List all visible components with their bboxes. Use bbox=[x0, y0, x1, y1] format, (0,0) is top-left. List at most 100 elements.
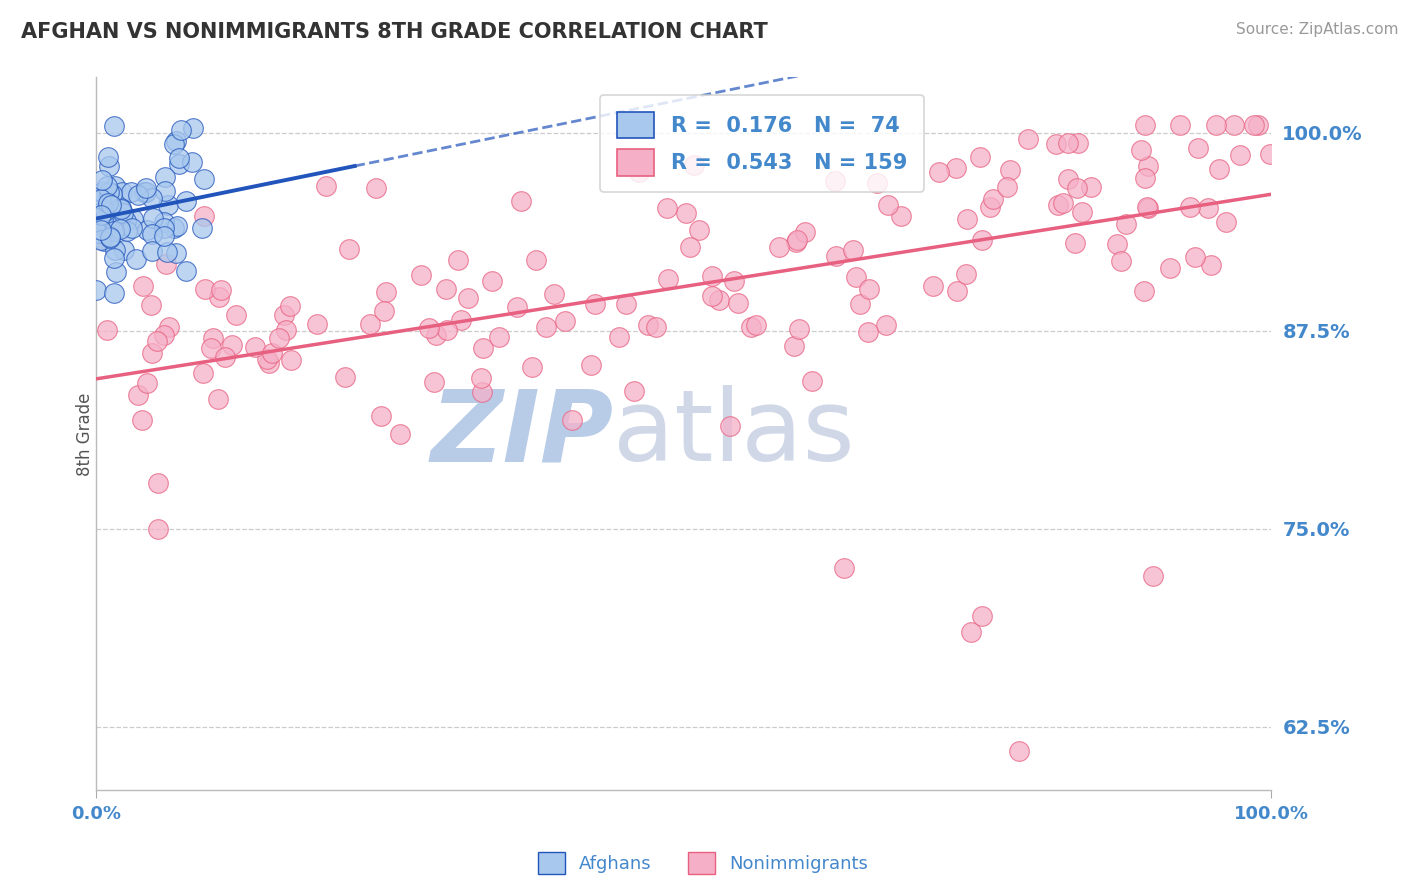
Point bbox=[114, 243, 136, 257]
Point bbox=[866, 177, 889, 191]
Point bbox=[141, 346, 163, 360]
Point bbox=[1056, 136, 1078, 151]
Point bbox=[614, 297, 637, 311]
Point bbox=[1045, 136, 1067, 151]
Point bbox=[121, 221, 143, 235]
Point bbox=[260, 346, 283, 360]
Point bbox=[1178, 200, 1201, 214]
Point bbox=[740, 319, 762, 334]
Point bbox=[1109, 254, 1132, 268]
Point bbox=[1197, 201, 1219, 215]
Point bbox=[1205, 118, 1227, 132]
Point bbox=[280, 353, 302, 368]
Point bbox=[135, 223, 157, 237]
Point bbox=[157, 320, 180, 334]
Point bbox=[108, 221, 131, 235]
Point bbox=[307, 317, 329, 331]
Point bbox=[132, 185, 155, 199]
Point bbox=[423, 376, 446, 390]
Point bbox=[768, 240, 790, 254]
Point bbox=[723, 274, 745, 288]
Point bbox=[1115, 217, 1137, 231]
Point bbox=[801, 374, 824, 388]
Point bbox=[1258, 147, 1281, 161]
Point bbox=[243, 340, 266, 354]
Point bbox=[1142, 569, 1164, 583]
Point bbox=[877, 198, 900, 212]
Point bbox=[409, 268, 432, 282]
Text: atlas: atlas bbox=[613, 385, 855, 483]
Point bbox=[90, 193, 112, 207]
Point bbox=[84, 187, 107, 202]
Point bbox=[960, 624, 983, 639]
Point bbox=[1129, 143, 1152, 157]
Point bbox=[135, 181, 157, 195]
Point bbox=[364, 181, 387, 195]
Point bbox=[96, 323, 118, 337]
Point bbox=[152, 220, 174, 235]
Point bbox=[457, 291, 479, 305]
Point bbox=[193, 209, 215, 223]
Point bbox=[1136, 200, 1159, 214]
Point bbox=[97, 185, 120, 199]
Point bbox=[87, 199, 110, 213]
Point bbox=[524, 252, 547, 267]
Point bbox=[110, 202, 132, 216]
Point bbox=[928, 165, 950, 179]
Point bbox=[111, 185, 134, 199]
Point bbox=[1168, 118, 1191, 132]
Point bbox=[785, 235, 807, 250]
Point bbox=[257, 356, 280, 370]
Point bbox=[97, 150, 120, 164]
Point bbox=[167, 151, 190, 165]
Point bbox=[1159, 261, 1181, 276]
Point bbox=[208, 290, 231, 304]
Point bbox=[153, 169, 176, 184]
Point bbox=[93, 213, 115, 227]
Point bbox=[955, 268, 977, 282]
Point bbox=[946, 284, 969, 298]
Point bbox=[117, 223, 139, 237]
Point bbox=[91, 230, 114, 244]
Point bbox=[110, 201, 132, 215]
Point bbox=[337, 242, 360, 256]
Point bbox=[955, 211, 977, 226]
Point bbox=[858, 282, 880, 296]
Point bbox=[520, 359, 543, 374]
Point bbox=[794, 225, 817, 239]
Point bbox=[628, 164, 651, 178]
Point bbox=[165, 246, 187, 260]
Point bbox=[163, 220, 186, 235]
Point bbox=[93, 203, 115, 218]
Point bbox=[127, 387, 149, 401]
Point bbox=[389, 426, 412, 441]
Point bbox=[142, 211, 165, 225]
Point bbox=[1247, 118, 1270, 132]
Point bbox=[374, 285, 396, 299]
Point bbox=[1199, 259, 1222, 273]
Point bbox=[114, 213, 136, 227]
Point bbox=[141, 298, 163, 312]
Point bbox=[1184, 250, 1206, 264]
Point bbox=[100, 198, 122, 212]
Point bbox=[1047, 197, 1070, 211]
Point bbox=[104, 265, 127, 279]
Point bbox=[104, 243, 127, 257]
Point bbox=[135, 186, 157, 200]
Point bbox=[1135, 171, 1157, 186]
Point bbox=[623, 384, 645, 398]
Point bbox=[970, 233, 993, 247]
Point bbox=[787, 322, 810, 336]
Point bbox=[645, 319, 668, 334]
Point bbox=[166, 219, 188, 233]
Point bbox=[104, 179, 127, 194]
Point bbox=[163, 137, 186, 152]
Point bbox=[125, 252, 148, 267]
Point bbox=[174, 194, 197, 208]
Point bbox=[86, 284, 108, 298]
Point bbox=[534, 319, 557, 334]
Point bbox=[481, 274, 503, 288]
Point bbox=[359, 317, 381, 331]
Point bbox=[181, 121, 204, 136]
Point bbox=[543, 287, 565, 301]
